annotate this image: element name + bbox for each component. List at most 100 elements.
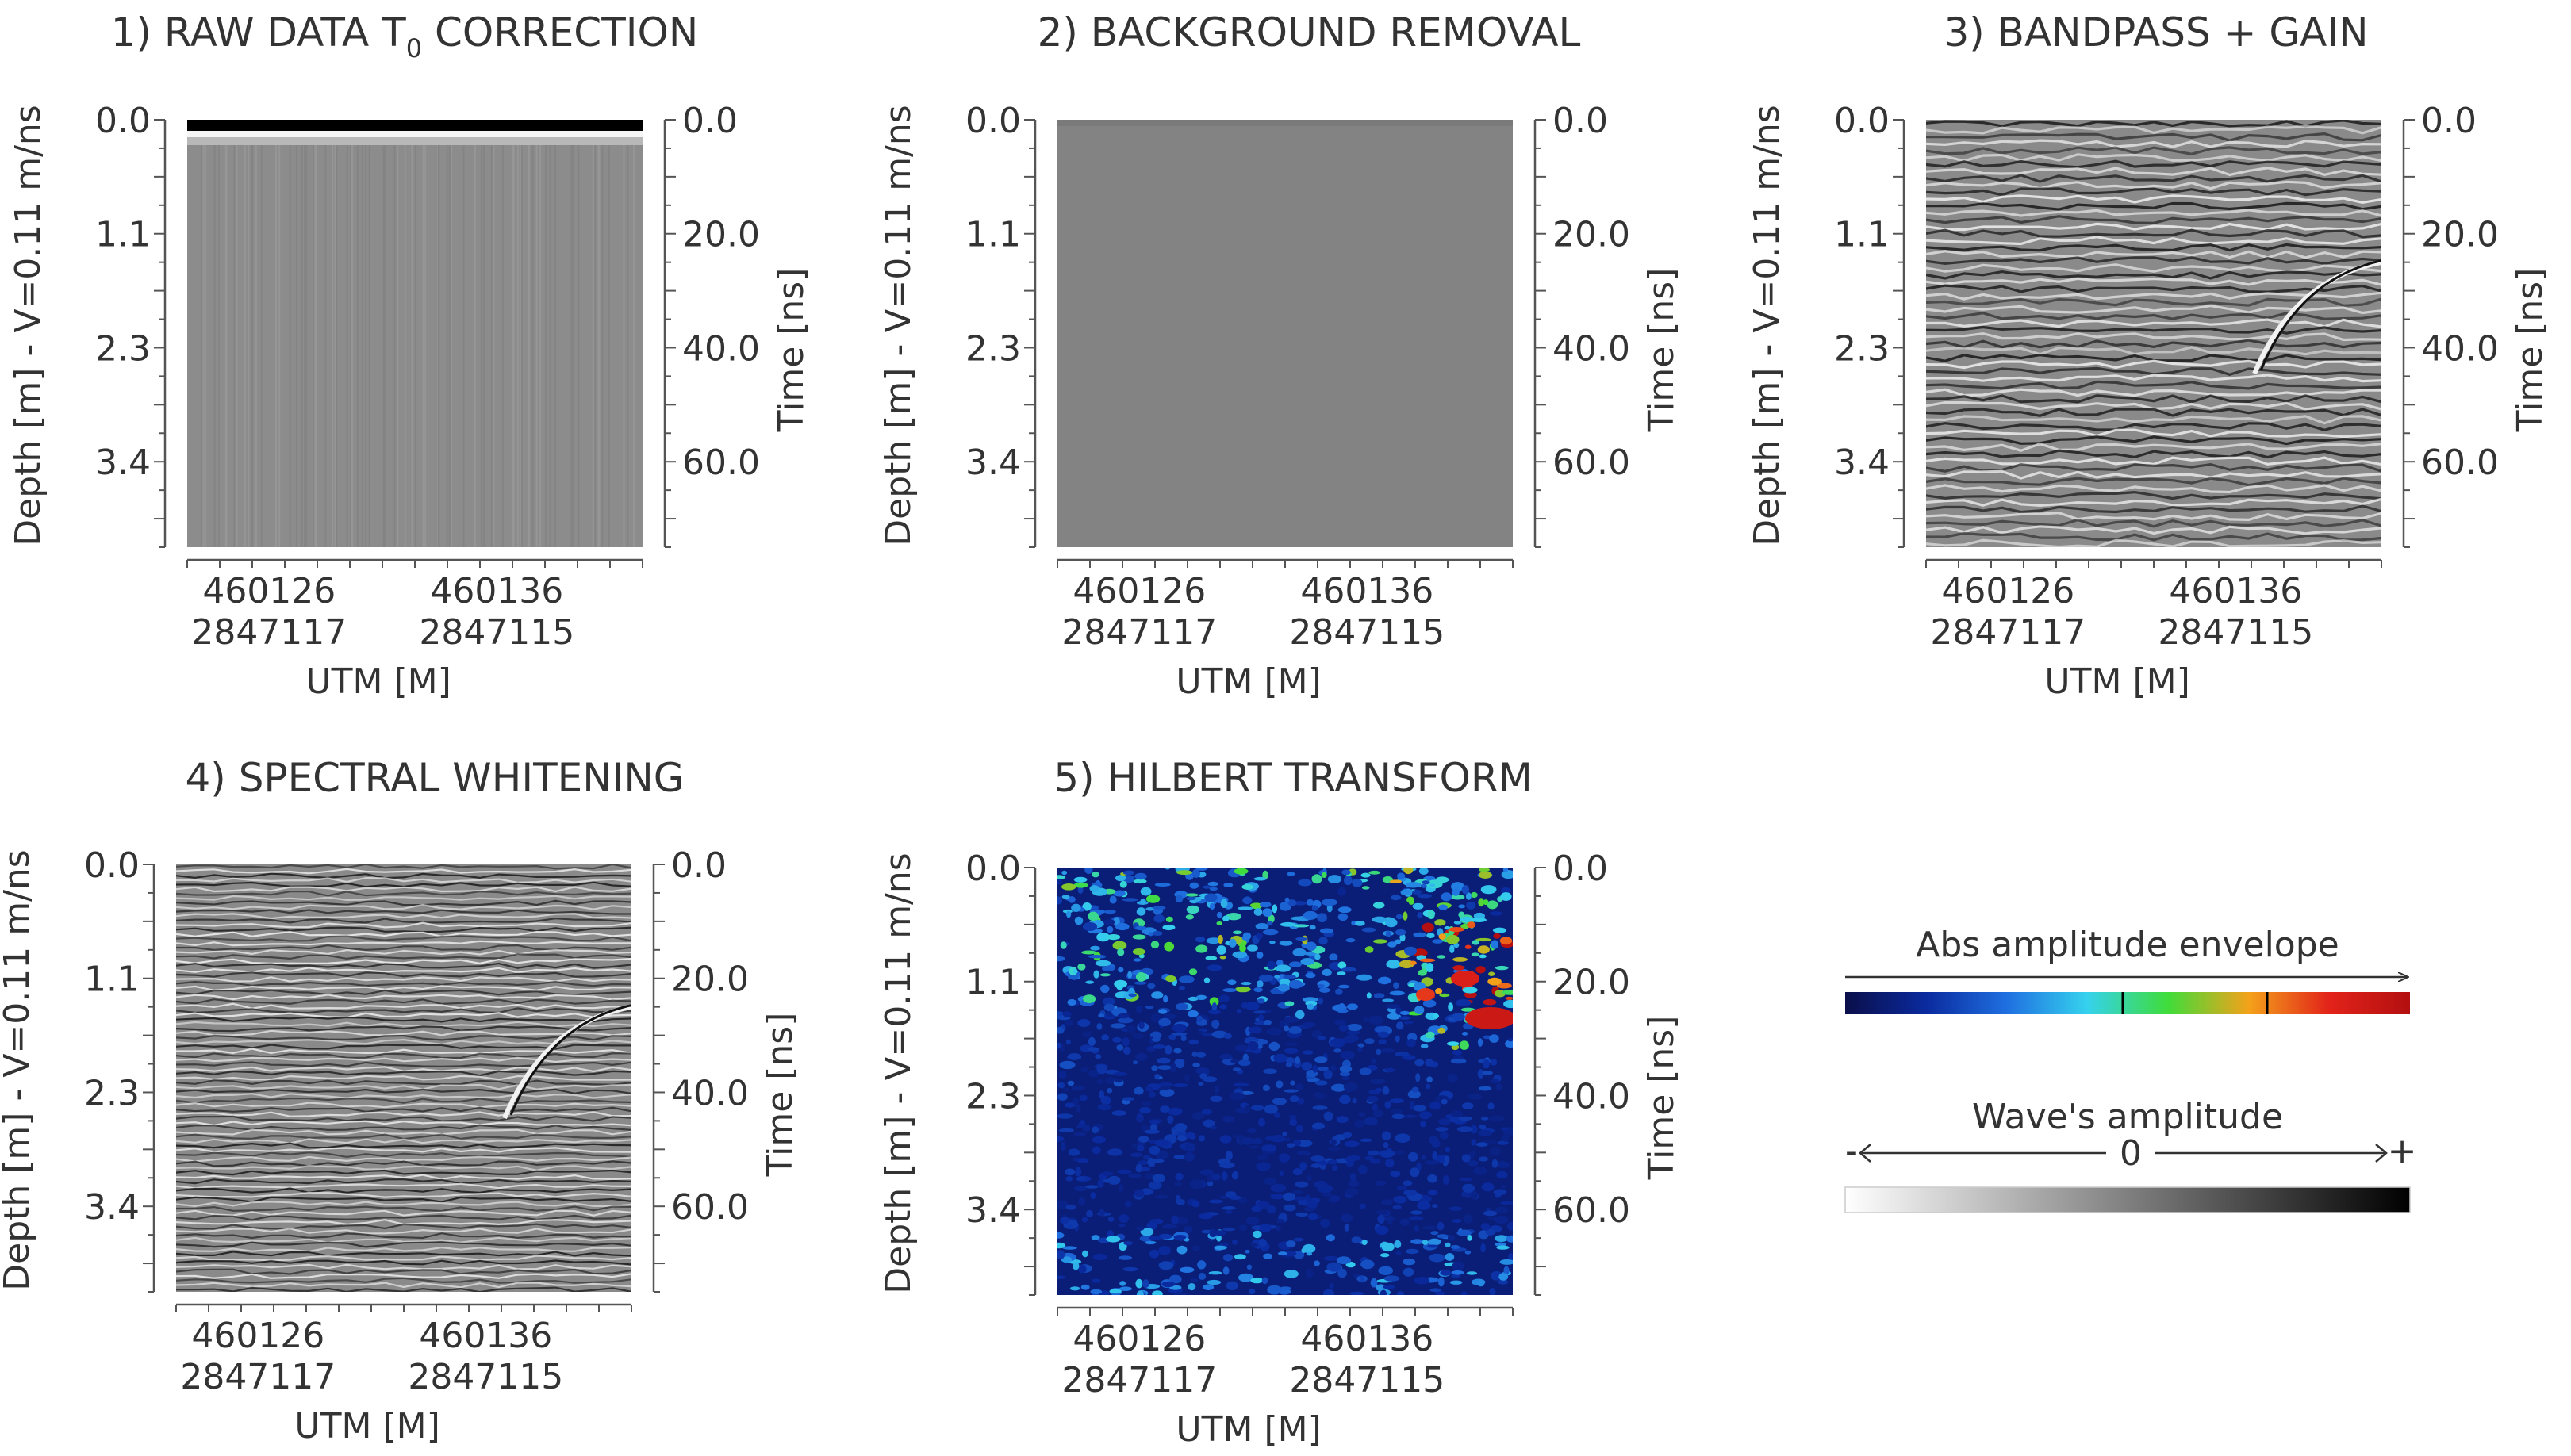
wave-zero-label: 0 (2120, 1133, 2142, 1174)
depth-axis-label: Depth [m] - V=0.11 m/ns (878, 105, 919, 546)
time-tick-label: 40.0 (682, 328, 760, 369)
utm-northing-label: 2847117 (1061, 1360, 1217, 1400)
depth-tick-label: 1.1 (965, 215, 1021, 255)
depth-tick-label: 1.1 (1834, 215, 1890, 255)
time-tick-label: 0.0 (671, 845, 727, 886)
time-tick-label: 0.0 (2421, 101, 2477, 141)
depth-tick-label: 3.4 (84, 1187, 140, 1228)
utm-northing-label: 2847115 (419, 612, 574, 653)
utm-easting-label: 460126 (1073, 571, 1206, 611)
depth-tick-label: 3.4 (1834, 443, 1890, 483)
radargram-image (176, 864, 631, 1292)
depth-tick-label: 2.3 (84, 1073, 140, 1113)
depth-tick-label: 2.3 (965, 328, 1021, 369)
panel-title: 2) BACKGROUND REMOVAL (1038, 10, 1581, 56)
time-tick-label: 20.0 (682, 215, 760, 255)
depth-tick-label: 1.1 (95, 215, 151, 255)
radargram-image (1057, 868, 1513, 1295)
utm-easting-label: 460126 (191, 1316, 324, 1356)
depth-tick-label: 1.1 (965, 963, 1021, 1003)
panels: 1) RAW DATA T0 CORRECTION 0.0 1.1 2.3 3.4 Dep… (0, 10, 2550, 1450)
depth-tick-label: 2.3 (1834, 328, 1890, 369)
depth-axis-label: Depth [m] - V=0.11 m/ns (878, 853, 919, 1293)
panel-title: 3) BANDPASS + GAIN (1944, 10, 2368, 56)
radargram-image (187, 120, 643, 547)
utm-easting-label: 460136 (419, 1316, 552, 1356)
time-tick-label: 20.0 (671, 960, 749, 1000)
depth-tick-label: 0.0 (1834, 101, 1890, 141)
depth-axis-label: Depth [m] - V=0.11 m/ns (1747, 105, 1787, 546)
time-tick-label: 40.0 (671, 1073, 749, 1113)
utm-axis-label: UTM [M] (294, 1406, 439, 1446)
depth-tick-label: 2.3 (95, 328, 151, 369)
radargram-image (1057, 120, 1513, 547)
time-tick-label: 20.0 (2421, 215, 2499, 255)
panel-title: 1) RAW DATA T0 CORRECTION (111, 10, 699, 63)
depth-tick-label: 0.0 (95, 101, 151, 141)
utm-northing-label: 2847117 (191, 612, 347, 653)
utm-northing-label: 2847117 (1930, 612, 2086, 653)
wave-arrow-right-head (2375, 1144, 2388, 1163)
panel-2: 2) BACKGROUND REMOVAL 0.0 1.1 2.3 3.4 Depth [… (878, 10, 1682, 702)
panel-5: 5) HILBERT TRANSFORM 0.0 1.1 2.3 3.4 Depth [m… (878, 755, 1682, 1450)
utm-northing-label: 2847117 (180, 1357, 336, 1397)
utm-northing-label: 2847115 (1289, 612, 1445, 653)
utm-axis-label: UTM [M] (305, 661, 451, 702)
time-tick-label: 40.0 (1552, 328, 1630, 369)
utm-northing-label: 2847115 (2158, 612, 2313, 653)
utm-easting-label: 460136 (1300, 1319, 1433, 1359)
time-axis-label: Time [ns] (1641, 1016, 1682, 1181)
utm-axis-label: UTM [M] (2044, 661, 2189, 702)
depth-tick-label: 1.1 (84, 960, 140, 1000)
depth-tick-label: 0.0 (965, 849, 1021, 889)
radargram-image (1926, 120, 2381, 547)
time-tick-label: 0.0 (1552, 101, 1608, 141)
legend: Abs amplitude envelope Wave's amplitude … (1844, 925, 2417, 1213)
time-tick-label: 20.0 (1552, 963, 1630, 1003)
time-tick-label: 60.0 (1552, 1190, 1630, 1231)
time-tick-label: 40.0 (2421, 328, 2499, 369)
utm-easting-label: 460136 (2169, 571, 2302, 611)
time-tick-label: 40.0 (1552, 1076, 1630, 1117)
depth-tick-label: 3.4 (965, 443, 1021, 483)
time-tick-label: 60.0 (1552, 443, 1630, 483)
depth-tick-label: 2.3 (965, 1076, 1021, 1117)
wave-plus-label: + (2388, 1131, 2417, 1171)
wave-arrow-left-head (1859, 1144, 1871, 1163)
time-tick-label: 60.0 (2421, 443, 2499, 483)
time-tick-label: 0.0 (682, 101, 738, 141)
wave-minus-label: - (1845, 1131, 1858, 1171)
time-tick-label: 0.0 (1552, 849, 1608, 889)
time-axis-label: Time [ns] (1641, 268, 1682, 433)
panel-4: 4) SPECTRAL WHITENING 0.0 1.1 2.3 3.4 Depth [… (0, 755, 800, 1446)
utm-easting-label: 460136 (430, 571, 563, 611)
utm-axis-label: UTM [M] (1176, 661, 1321, 702)
depth-axis-label: Depth [m] - V=0.11 m/ns (8, 105, 48, 546)
time-tick-label: 20.0 (1552, 215, 1630, 255)
wave-colorbar (1844, 1186, 2411, 1213)
time-tick-label: 60.0 (671, 1187, 749, 1228)
time-axis-label: Time [ns] (2510, 268, 2550, 433)
panel-1: 1) RAW DATA T0 CORRECTION 0.0 1.1 2.3 3.4 Dep… (8, 10, 812, 702)
depth-axis-label: Depth [m] - V=0.11 m/ns (0, 849, 37, 1290)
utm-easting-label: 460126 (1941, 571, 2074, 611)
envelope-colorbar (1845, 992, 2410, 1014)
depth-tick-label: 0.0 (84, 845, 140, 886)
envelope-legend-title: Abs amplitude envelope (1916, 925, 2339, 965)
time-axis-label: Time [ns] (771, 268, 812, 433)
utm-easting-label: 460126 (1073, 1319, 1206, 1359)
depth-tick-label: 0.0 (965, 101, 1021, 141)
time-axis-label: Time [ns] (760, 1013, 800, 1178)
utm-easting-label: 460136 (1300, 571, 1433, 611)
wave-legend-title: Wave's amplitude (1972, 1097, 2283, 1137)
depth-tick-label: 3.4 (95, 443, 151, 483)
utm-easting-label: 460126 (202, 571, 336, 611)
panel-3: 3) BANDPASS + GAIN 0.0 1.1 2.3 3.4 Depth [m] … (1747, 10, 2550, 702)
utm-northing-label: 2847115 (408, 1357, 563, 1397)
utm-northing-label: 2847115 (1289, 1360, 1445, 1400)
depth-tick-label: 3.4 (965, 1190, 1021, 1231)
utm-northing-label: 2847117 (1061, 612, 1217, 653)
panel-title: 5) HILBERT TRANSFORM (1053, 755, 1532, 801)
panel-title: 4) SPECTRAL WHITENING (185, 755, 684, 801)
